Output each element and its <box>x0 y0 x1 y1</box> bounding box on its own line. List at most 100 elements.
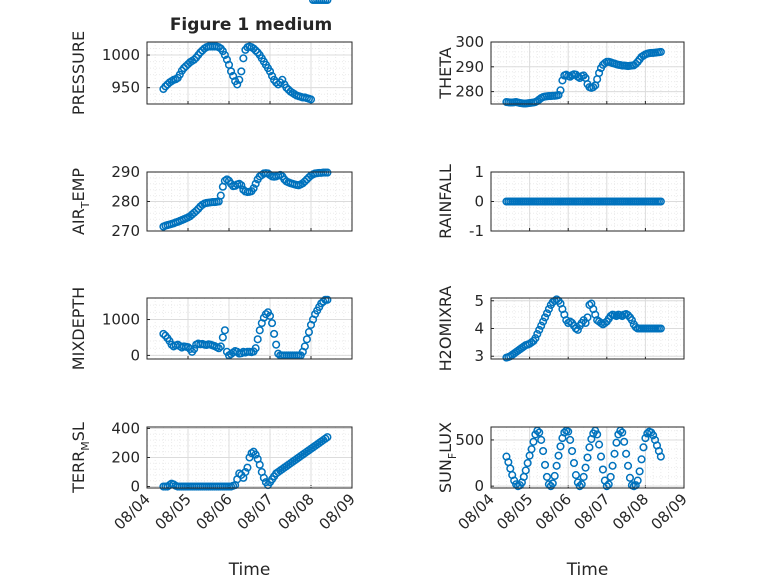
data-point <box>251 46 260 55</box>
axes-box <box>146 297 353 360</box>
data-point <box>554 451 563 460</box>
data-point <box>253 335 262 344</box>
data-point <box>255 326 264 335</box>
series-markers <box>159 433 332 491</box>
data-point <box>241 467 250 477</box>
x-tick-label: 08/06 <box>532 490 575 533</box>
data-point <box>540 460 550 469</box>
y-tick-label: 290 <box>455 58 484 76</box>
data-point <box>656 197 665 206</box>
data-point <box>598 465 607 474</box>
data-point <box>268 319 277 328</box>
data-point <box>302 335 311 344</box>
data-point <box>533 329 542 339</box>
y-tick-label: 0 <box>130 346 140 364</box>
data-point <box>618 428 627 437</box>
data-point <box>216 342 225 351</box>
data-point <box>251 179 260 188</box>
x-tick-label: 08/04 <box>111 490 154 533</box>
data-point <box>585 443 594 452</box>
data-point <box>304 328 314 337</box>
data-point <box>544 305 553 314</box>
data-point <box>566 435 575 444</box>
data-point <box>278 75 287 84</box>
y-tick-label: 200 <box>111 449 140 467</box>
data-point <box>627 316 636 325</box>
panel-air_temp: 270 280 290 AIRTEMP <box>69 163 353 240</box>
data-point <box>635 467 644 476</box>
data-point <box>625 473 635 482</box>
data-point <box>608 461 617 470</box>
data-point <box>552 461 561 470</box>
panel-rainfall: -1 0 1 RAINFALL <box>436 163 685 240</box>
data-point <box>623 461 633 470</box>
x-tick-label: 08/04 <box>455 490 498 533</box>
y-tick-label: 1000 <box>102 311 140 329</box>
data-point <box>556 86 565 95</box>
data-point <box>527 445 536 454</box>
data-point <box>306 95 316 104</box>
axes-box <box>146 171 353 232</box>
y-axis-label: H2OMIXRA <box>436 286 455 372</box>
data-point <box>190 55 199 64</box>
panel-sun_flux: 0 500SUNFLUX08/0408/0508/0608/0708/0808/0… <box>436 422 691 580</box>
plot-area <box>147 42 352 104</box>
y-tick-label: 0 <box>474 477 484 495</box>
data-point <box>523 458 532 468</box>
x-tick-label: 08/07 <box>234 490 277 533</box>
x-axis-label: Time <box>566 560 609 580</box>
data-point <box>656 47 665 56</box>
x-tick-label: 08/05 <box>493 490 536 533</box>
data-point <box>249 184 258 193</box>
data-point <box>535 428 544 437</box>
data-point <box>620 437 629 446</box>
x-tick-label: 08/09 <box>316 490 359 533</box>
data-point <box>602 482 611 491</box>
series-markers <box>159 0 332 104</box>
x-tick-label: 08/08 <box>609 490 652 533</box>
y-tick-label: 0 <box>130 478 140 496</box>
x-axis-label: Time <box>228 560 271 580</box>
data-point <box>571 471 580 480</box>
data-point <box>564 427 573 436</box>
data-point <box>300 342 309 351</box>
y-axis-label: RAINFALL <box>436 164 455 239</box>
y-tick-label: -1 <box>469 222 484 240</box>
data-point <box>237 67 246 76</box>
y-tick-label: 400 <box>111 419 140 437</box>
y-tick-label: 500 <box>455 431 484 449</box>
data-point <box>243 463 252 472</box>
series-markers <box>159 295 332 360</box>
data-point <box>218 47 227 56</box>
y-tick-label: 0 <box>474 193 484 211</box>
data-point <box>239 54 248 63</box>
x-tick-label: 08/08 <box>275 490 318 533</box>
x-tick-label: 08/06 <box>193 490 236 533</box>
panel-h2omixra: 3 4 5 H2OMIXRA <box>436 286 685 372</box>
data-point <box>531 334 540 343</box>
data-point <box>535 325 544 334</box>
data-point <box>192 206 201 215</box>
data-point <box>548 479 557 488</box>
y-axis-label: MIXDEPTH <box>69 287 88 370</box>
data-point <box>633 476 642 485</box>
data-point <box>270 329 279 338</box>
data-point <box>596 452 606 461</box>
series-markers <box>502 426 665 491</box>
data-point <box>583 453 592 462</box>
axes-box <box>490 41 685 105</box>
data-point <box>190 344 199 354</box>
data-point <box>159 329 168 338</box>
data-point <box>623 311 633 320</box>
data-point <box>539 317 548 326</box>
data-point <box>218 333 227 342</box>
y-tick-label: 5 <box>474 292 484 310</box>
data-point <box>560 428 569 437</box>
data-point <box>641 434 650 443</box>
data-point <box>656 452 665 461</box>
data-point <box>581 463 590 472</box>
x-tick-label: 08/05 <box>152 490 195 533</box>
data-point <box>554 91 563 100</box>
data-point <box>268 71 277 80</box>
